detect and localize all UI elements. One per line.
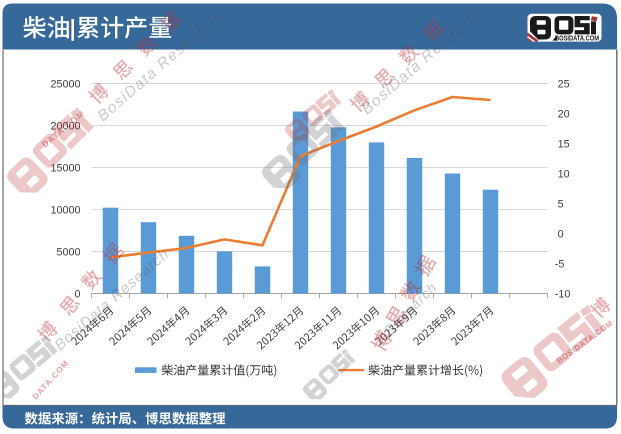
svg-text:0: 0 xyxy=(558,228,564,240)
svg-text:BOSIDATA.COM: BOSIDATA.COM xyxy=(555,36,599,43)
svg-text:10: 10 xyxy=(558,168,570,180)
svg-text:5: 5 xyxy=(558,198,564,210)
svg-text:5000: 5000 xyxy=(56,246,80,258)
svg-text:0: 0 xyxy=(74,288,80,300)
svg-text:-5: -5 xyxy=(555,258,565,270)
svg-text:15: 15 xyxy=(558,138,570,150)
svg-text:25000: 25000 xyxy=(50,78,80,90)
svg-text:-10: -10 xyxy=(555,288,571,300)
svg-text:15000: 15000 xyxy=(50,162,80,174)
svg-text:10000: 10000 xyxy=(50,204,80,216)
svg-text:20: 20 xyxy=(558,108,570,120)
svg-text:25: 25 xyxy=(558,78,570,90)
